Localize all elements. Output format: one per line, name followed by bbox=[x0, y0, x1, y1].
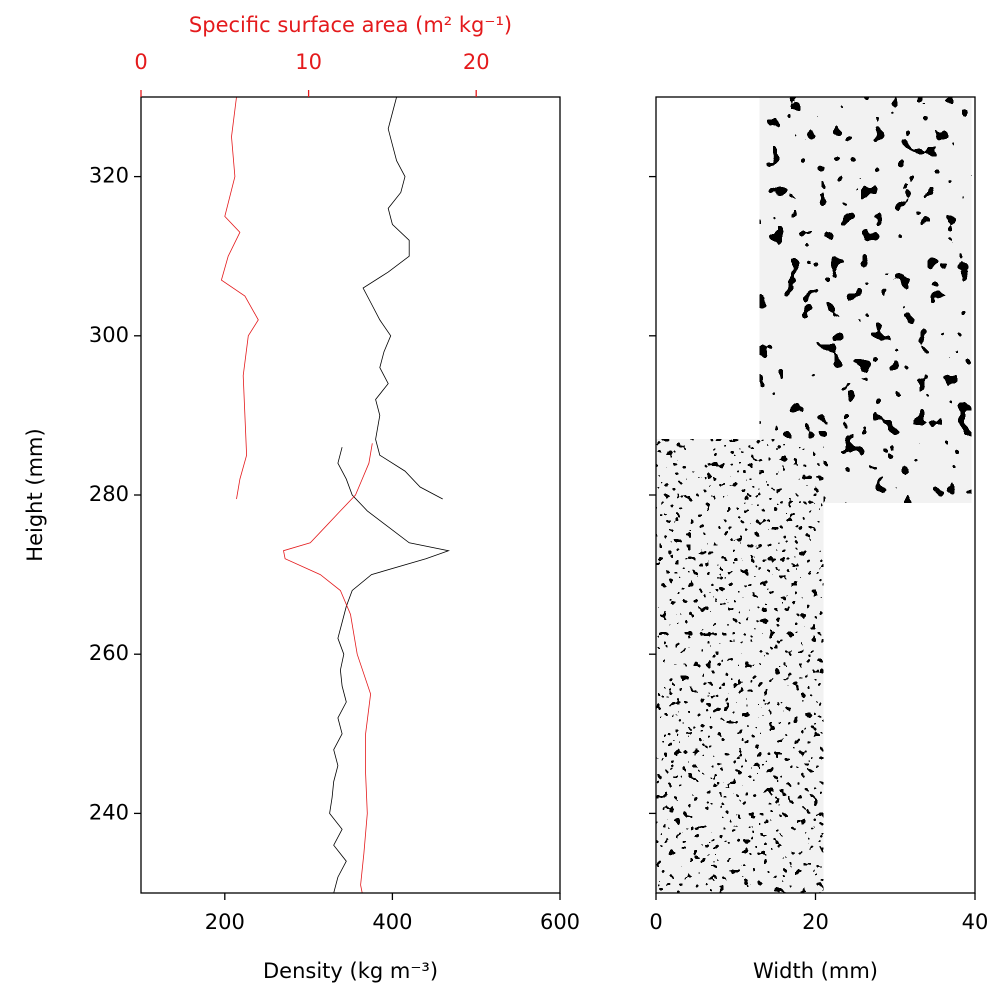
y-tick-label: 240 bbox=[89, 800, 129, 824]
x2-tick-label: 0 bbox=[134, 50, 147, 74]
y-tick-label: 280 bbox=[89, 482, 129, 506]
y-axis-label: Height (mm) bbox=[23, 428, 47, 561]
x2-tick-label: 10 bbox=[295, 50, 322, 74]
x-axis-label: Density (kg m⁻³) bbox=[263, 959, 438, 983]
axes-frame bbox=[140, 96, 561, 894]
y-tick-label: 300 bbox=[89, 323, 129, 347]
x-tick-label: 600 bbox=[540, 910, 580, 934]
x-tick-label: 400 bbox=[372, 910, 412, 934]
x2-tick-label: 20 bbox=[463, 50, 490, 74]
y-tick-label: 260 bbox=[89, 641, 129, 665]
profile-line bbox=[220, 96, 259, 500]
x2-axis-label: Specific surface area (m² kg⁻¹) bbox=[189, 13, 512, 37]
profile-line bbox=[329, 447, 450, 894]
x-tick-label: 20 bbox=[802, 910, 829, 934]
y-tick-label: 320 bbox=[89, 164, 129, 188]
profile-line bbox=[283, 443, 373, 894]
x-tick-label: 0 bbox=[649, 910, 662, 934]
x-axis-label: Width (mm) bbox=[753, 959, 878, 983]
microstructure-image bbox=[656, 439, 824, 893]
x-tick-label: 40 bbox=[962, 910, 989, 934]
profile-line bbox=[362, 96, 443, 500]
microstructure-image bbox=[759, 97, 972, 503]
x-tick-label: 200 bbox=[205, 910, 245, 934]
